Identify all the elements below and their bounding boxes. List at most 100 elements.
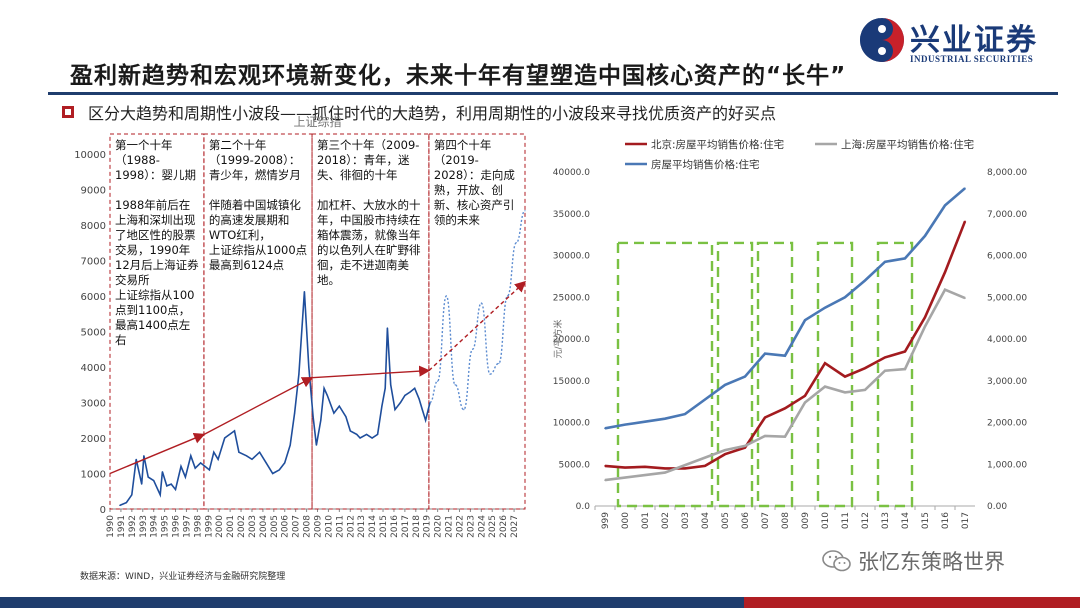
x-tick-label: 2022 [455,515,465,538]
index-data-point [166,485,168,487]
y-tick-label: 0.0 [576,502,591,512]
y-tick-label: 0 [100,505,106,516]
title-divider [48,92,1058,95]
series-point-3 [784,354,786,357]
x-tick-label: 2003 [248,515,258,538]
series-point-3 [724,384,726,386]
company-logo: 兴业证券 INDUSTRIAL SECURITIES [858,12,1073,72]
y2-tick-label: 2,000.00 [987,419,1027,429]
x-tick-label: 2025 [488,515,498,538]
index-data-point [359,437,361,439]
x-tick-label: 2011 [841,512,851,530]
highlight-box [756,241,794,508]
index-data-point [349,430,351,432]
projection-data-point [437,380,439,382]
series-point-3 [804,319,806,322]
index-data-point [141,483,143,485]
y-tick-label: 6000 [81,292,106,303]
x-tick-label: 2007 [292,515,302,538]
index-data-point [320,419,322,421]
y-tick-label: 2000 [81,434,106,445]
x-tick-label: 2009 [801,512,811,530]
y-tick-label: 4000 [81,363,106,374]
x-tick-label: 2002 [661,512,671,530]
x-tick-label: 1999 [601,512,611,530]
series-point-3 [864,279,866,282]
x-tick-label: 2026 [499,515,509,538]
x-tick-label: 2012 [861,512,871,530]
series-point-1 [904,350,906,353]
x-tick-label: 2020 [434,515,444,538]
series-point-1 [764,416,766,419]
index-data-point [399,401,402,404]
index-data-point [125,502,127,504]
y2-tick-label: 3,000.00 [987,377,1027,387]
page-title: 盈利新趋势和宏观环境新变化，未来十年有望塑造中国核心资产的“长牛” [70,63,847,89]
era-box [428,133,526,510]
index-data-point [384,387,386,389]
series-point-2 [844,391,846,394]
x-tick-label: 2011 [335,515,345,538]
index-data-point [425,419,427,421]
index-data-point [293,412,296,414]
series-point-1 [964,220,966,223]
series-point-1 [824,362,826,365]
x-tick-label: 1994 [150,515,160,538]
index-data-point [315,444,318,446]
series-point-2 [744,445,746,447]
y-tick-label: 1000 [81,470,106,481]
series-point-1 [664,467,666,470]
legend-label: 房屋平均销售价格:住宅 [651,158,760,171]
index-data-point [390,384,392,386]
series-point-1 [724,453,726,456]
era-text-4: 第四个十年（2019-2028）：走向成熟，开放、创新、核心资产引领的未来 [433,138,515,227]
index-data-point [265,462,267,464]
watermark-text: 张忆东策略世界 [858,550,1005,574]
logo-name-cn: 兴业证券 [910,23,1038,58]
series-point-2 [684,464,686,466]
series-point-3 [744,375,746,378]
series-point-3 [884,260,886,263]
y-tick-label: 30000.0 [553,252,590,262]
index-data-point [251,458,253,460]
x-tick-label: 2008 [781,512,791,530]
x-tick-label: 2010 [821,512,831,530]
shanghai-index-chart: 上证综指 0 1000 2000 3000 4000 5000 6000 7000 8000 900… [74,114,527,538]
series-point-3 [664,417,666,420]
series-point-2 [924,325,926,328]
housing-price-chart: 0.0 5000.0 10000.0 15000.0 20000.0 25000.0 300… [552,138,1027,530]
series-point-2 [784,435,786,438]
series-point-1 [684,467,686,470]
series-point-3 [924,235,926,237]
projection-data-point [454,384,456,386]
index-data-point [323,387,325,389]
y-tick-label: 40000.0 [553,168,590,178]
x-tick-label: 2018 [412,515,422,538]
index-data-point [238,451,240,453]
series-point-1 [704,465,706,467]
x-tick-label: 2003 [681,512,691,530]
index-data-point [131,494,133,496]
series-point-1 [624,466,626,469]
logo-name-en: INDUSTRIAL SECURITIES [910,54,1034,64]
series-point-2 [964,297,966,299]
series-point-2 [884,369,886,372]
index-data-point [245,455,248,457]
projection-data-point [489,373,491,375]
index-data-point [326,394,328,396]
legend-label: 北京:房屋平均销售价格:住宅 [651,138,784,151]
series-point-3 [644,420,646,423]
index-data-point [143,455,145,457]
y-tick-label: 15000.0 [553,377,590,387]
x-tick-label: 2013 [881,512,891,530]
projection-data-point [498,362,500,365]
x-tick-label: 1993 [139,515,149,538]
x-tick-label: 2001 [641,512,651,530]
index-data-point [194,467,196,469]
index-data-point [303,290,305,293]
y-tick-label: 7000 [81,257,106,268]
x-tick-label: 2024 [477,515,487,538]
x-tick-label: 2004 [259,515,269,538]
x-tick-label: 1992 [128,515,138,538]
x-tick-label: 2000 [621,512,631,530]
